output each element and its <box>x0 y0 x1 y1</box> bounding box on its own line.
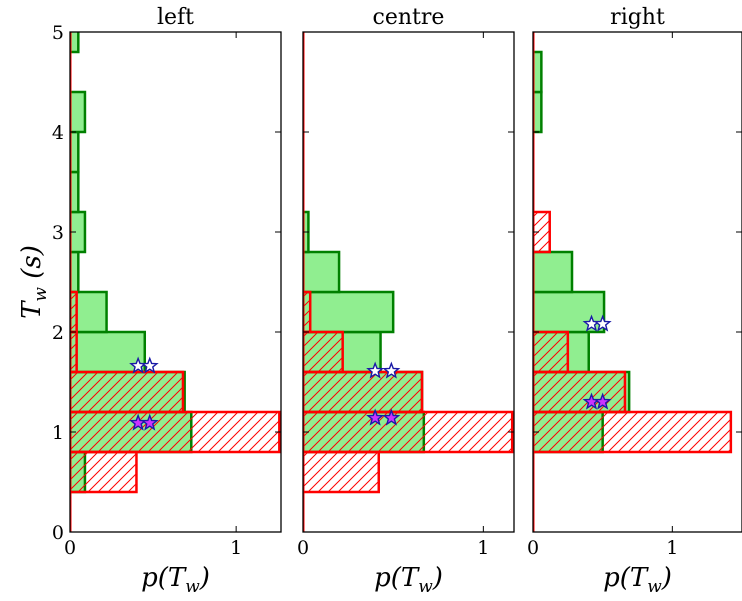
axes-frame <box>69 31 282 533</box>
red-bar <box>303 450 380 494</box>
panel-title: left <box>157 5 194 30</box>
panel-1: 0 1 centre p(Tw) <box>297 5 515 597</box>
x-tick-label: 0 <box>64 537 76 559</box>
filled-star-marker <box>366 408 385 426</box>
green-bar <box>533 250 574 294</box>
panel-0: 0 1 0 1 2 3 4 5 left p(Tw) <box>52 5 282 597</box>
red-bar <box>303 330 344 374</box>
green-bar <box>70 32 80 54</box>
panel-2: 0 1 right p(Tw) <box>527 5 742 597</box>
red-bar <box>70 370 185 414</box>
y-axis-label: Tw (s) <box>17 245 51 319</box>
x-tick-label: 0 <box>297 537 309 559</box>
red-bar <box>533 410 733 454</box>
x-axis-label: p(Tw) <box>141 563 210 597</box>
x-tick-label: 0 <box>527 537 539 559</box>
filled-star-marker <box>140 413 159 431</box>
svg-text:Tw (s): Tw (s) <box>17 245 51 319</box>
axes-frame <box>532 31 742 533</box>
hollow-star-marker <box>593 314 612 332</box>
plot-area <box>70 32 281 532</box>
green-bar <box>70 90 87 134</box>
red-bar <box>533 370 627 414</box>
y-tick-label: 0 <box>52 522 64 544</box>
green-bar <box>303 250 341 294</box>
axes-frame <box>302 31 515 533</box>
hollow-star-marker <box>366 361 385 379</box>
hollow-star-marker <box>382 361 401 379</box>
hollow-star-marker <box>140 356 159 374</box>
filled-star-marker <box>382 408 401 426</box>
y-tick-label: 3 <box>52 222 64 244</box>
y-tick-label: 1 <box>52 422 64 444</box>
x-axis-label: p(Tw) <box>374 563 443 597</box>
y-tick-label: 5 <box>52 22 64 44</box>
panel-title: centre <box>373 5 445 30</box>
red-bar <box>533 330 570 374</box>
plot-area <box>303 32 514 532</box>
green-bar <box>303 290 395 334</box>
plot-area <box>533 32 733 532</box>
red-bar <box>533 210 551 254</box>
x-tick-label: 1 <box>230 537 242 559</box>
red-bar <box>303 410 514 454</box>
x-axis-label: p(Tw) <box>603 563 672 597</box>
red-bar <box>70 410 281 454</box>
panel-title: right <box>610 5 665 30</box>
red-bar <box>70 450 138 494</box>
red-bar <box>303 370 424 414</box>
x-tick-label: 1 <box>477 537 489 559</box>
y-tick-label: 4 <box>52 122 64 144</box>
green-bar <box>533 50 543 94</box>
y-tick-label: 2 <box>52 322 64 344</box>
x-tick-label: 1 <box>666 537 678 559</box>
filled-star-marker <box>593 392 612 410</box>
